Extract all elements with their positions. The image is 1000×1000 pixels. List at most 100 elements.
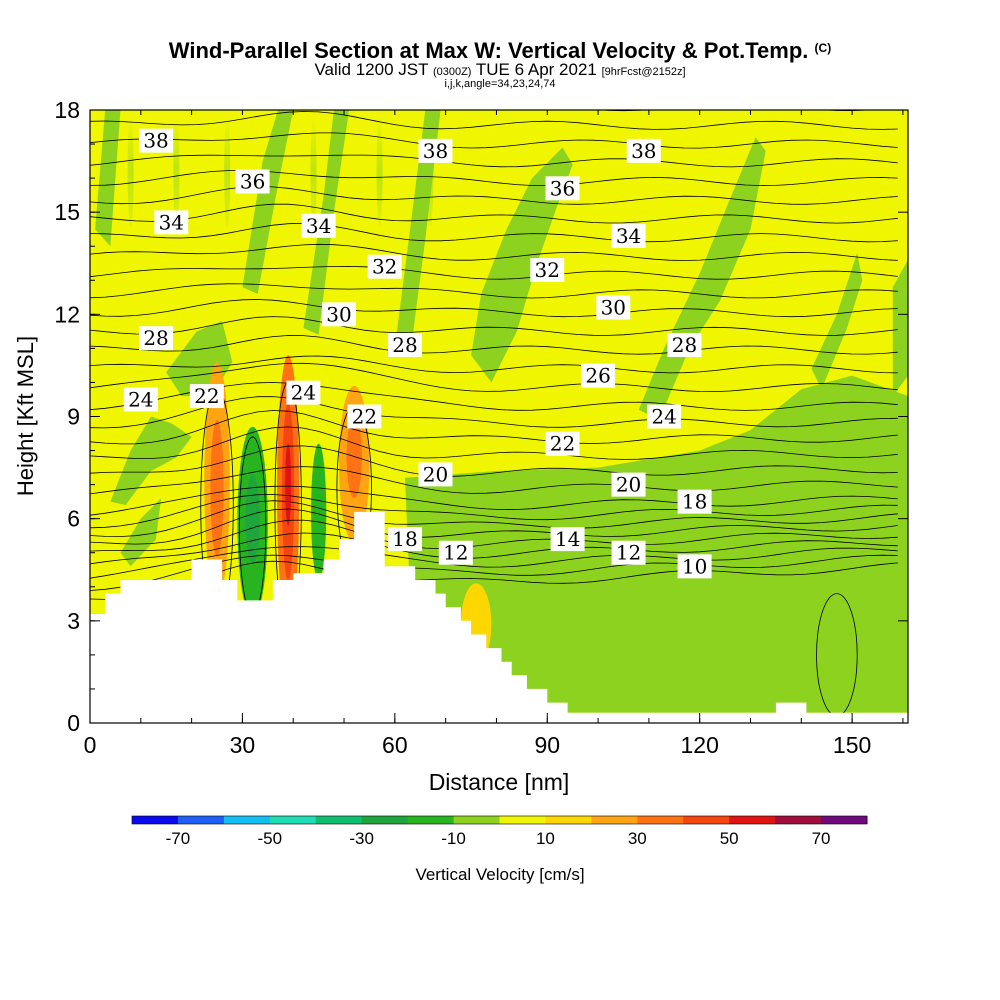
y-tick-label: 6 <box>67 506 80 532</box>
colorbar-swatch <box>224 816 270 824</box>
theta-label-text: 12 <box>443 541 468 565</box>
y-tick-label: 15 <box>54 199 80 225</box>
theta-label: 24 <box>647 405 681 429</box>
colorbar-swatch <box>408 816 454 824</box>
w-strand-4 <box>377 116 383 226</box>
theta-label: 12 <box>612 541 646 565</box>
theta-label-text: 22 <box>352 405 377 429</box>
w-strand-2 <box>224 116 230 226</box>
theta-label: 36 <box>546 176 580 200</box>
colorbar: -70 -50 -30 -10 10 30 50 70 Vertical Velocity [c… <box>132 816 868 884</box>
colorbar-swatch <box>545 816 591 824</box>
theta-label: 24 <box>286 381 320 405</box>
colorbar-swatch <box>270 816 316 824</box>
colorbar-label: Vertical Velocity [cm/s] <box>415 865 584 884</box>
theta-label: 30 <box>322 302 356 326</box>
colorbar-tick-label: -10 <box>441 829 466 848</box>
y-axis-label: Height [Kft MSL] <box>13 336 38 496</box>
w-cell-1 <box>210 420 223 556</box>
w-cell-6 <box>347 417 362 499</box>
theta-label-text: 32 <box>372 255 397 279</box>
theta-label: 32 <box>530 258 564 282</box>
colorbar-tick-label: 30 <box>628 829 647 848</box>
y-tick-label: 3 <box>67 608 80 634</box>
theta-line <box>90 92 898 111</box>
theta-label-text: 10 <box>682 554 707 578</box>
w-strand-0 <box>128 116 134 226</box>
colorbar-swatch <box>821 816 867 824</box>
theta-label-text: 24 <box>651 405 676 429</box>
theta-label: 36 <box>236 170 270 194</box>
theta-label-text: 18 <box>682 490 707 514</box>
colorbar-swatch <box>775 816 821 824</box>
theta-label-text: 20 <box>616 473 641 497</box>
theta-label: 20 <box>612 473 646 497</box>
x-tick-label: 30 <box>230 732 256 758</box>
theta-label-text: 24 <box>291 381 316 405</box>
x-tick-label: 90 <box>534 732 560 758</box>
theta-label-text: 26 <box>585 364 610 388</box>
theta-label-text: 36 <box>550 176 575 200</box>
theta-label: 24 <box>124 387 158 411</box>
colorbar-tick-label: 50 <box>720 829 739 848</box>
x-tick-label: 0 <box>84 732 97 758</box>
theta-label: 30 <box>596 296 630 320</box>
theta-label: 34 <box>302 214 336 238</box>
colorbar-swatch <box>178 816 224 824</box>
theta-label: 18 <box>388 527 422 551</box>
colorbar-tick-label: -50 <box>258 829 283 848</box>
colorbar-swatch <box>683 816 729 824</box>
colorbar-swatch <box>454 816 500 824</box>
theta-label: 18 <box>678 490 712 514</box>
colorbar-swatch <box>729 816 775 824</box>
colorbar-tick-label: 10 <box>536 829 555 848</box>
theta-label: 14 <box>551 527 585 551</box>
theta-label-text: 22 <box>550 432 575 456</box>
y-tick-label: 9 <box>67 404 80 430</box>
theta-label-text: 24 <box>128 387 153 411</box>
theta-label-text: 38 <box>143 129 168 153</box>
theta-label-text: 32 <box>535 258 560 282</box>
theta-label-text: 28 <box>672 333 697 357</box>
theta-label: 22 <box>190 384 224 408</box>
theta-label: 22 <box>347 405 381 429</box>
x-tick-label: 150 <box>833 732 871 758</box>
colorbar-tick-label: -30 <box>349 829 374 848</box>
theta-label: 10 <box>678 554 712 578</box>
theta-label: 28 <box>667 333 701 357</box>
colorbar-swatch <box>500 816 546 824</box>
theta-label: 38 <box>627 139 661 163</box>
theta-label-text: 38 <box>423 139 448 163</box>
theta-label-text: 38 <box>631 139 656 163</box>
y-tick-label: 0 <box>67 710 80 736</box>
colorbar-swatch <box>637 816 683 824</box>
x-tick-label: 60 <box>382 732 408 758</box>
theta-label-text: 14 <box>555 527 580 551</box>
theta-label: 22 <box>546 432 580 456</box>
theta-label: 20 <box>418 462 452 486</box>
cross-section-chart: 38 38 3836 3634 34 3432 3230 3028 28 282624 242422… <box>0 0 1000 1000</box>
colorbar-swatch <box>362 816 408 824</box>
theta-label-text: 12 <box>616 541 641 565</box>
colorbar-swatch <box>591 816 637 824</box>
theta-label: 28 <box>388 333 422 357</box>
colorbar-tick-label: 70 <box>812 829 831 848</box>
theta-label-text: 28 <box>143 326 168 350</box>
theta-label: 32 <box>368 255 402 279</box>
theta-label-text: 34 <box>159 210 184 234</box>
x-axis-label: Distance [nm] <box>429 769 570 795</box>
theta-label-text: 28 <box>392 333 417 357</box>
theta-label: 38 <box>139 129 173 153</box>
theta-label-text: 34 <box>306 214 331 238</box>
theta-label: 34 <box>612 224 646 248</box>
theta-label: 26 <box>581 364 615 388</box>
theta-label-text: 18 <box>392 527 417 551</box>
theta-label: 38 <box>418 139 452 163</box>
theta-label: 34 <box>154 210 188 234</box>
theta-label-text: 22 <box>194 384 219 408</box>
colorbar-tick-label: -70 <box>166 829 191 848</box>
colorbar-swatch <box>132 816 178 824</box>
theta-label-text: 36 <box>240 170 265 194</box>
theta-label: 12 <box>439 541 473 565</box>
w-strand-5 <box>427 116 433 226</box>
